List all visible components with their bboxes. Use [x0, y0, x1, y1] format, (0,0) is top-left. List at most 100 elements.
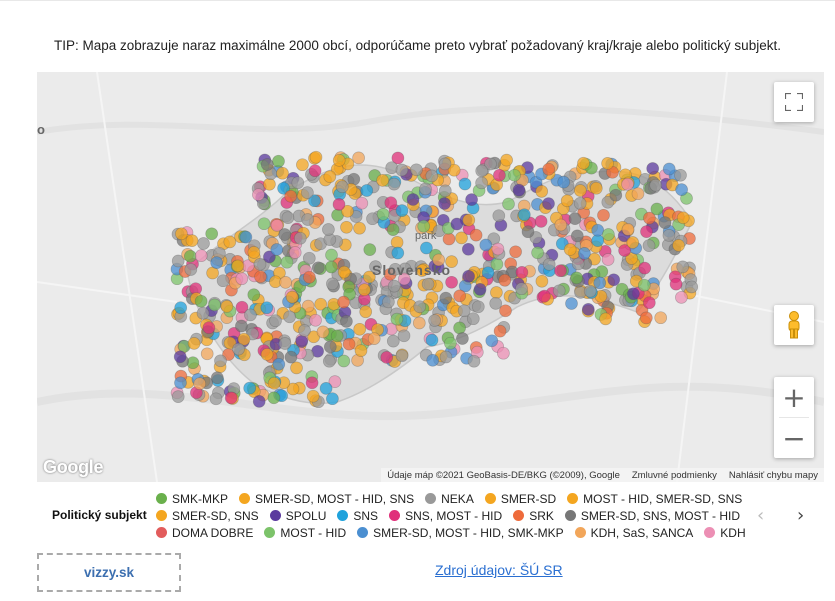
municipality-marker[interactable]: [174, 376, 187, 390]
legend-item[interactable]: KDH: [704, 526, 746, 540]
municipality-marker[interactable]: [311, 261, 325, 275]
municipality-marker[interactable]: [209, 392, 223, 406]
municipality-marker[interactable]: [485, 334, 499, 348]
municipality-marker[interactable]: [465, 193, 478, 206]
municipality-marker[interactable]: [438, 184, 452, 198]
legend-item[interactable]: NEKA: [425, 492, 474, 506]
municipality-marker[interactable]: [337, 265, 351, 279]
municipality-marker[interactable]: [263, 177, 276, 191]
municipality-marker[interactable]: [210, 256, 224, 269]
municipality-marker[interactable]: [231, 259, 245, 273]
municipality-marker[interactable]: [571, 257, 585, 271]
municipality-marker[interactable]: [415, 264, 429, 277]
municipality-marker[interactable]: [512, 183, 526, 197]
municipality-marker[interactable]: [335, 180, 349, 194]
municipality-marker[interactable]: [278, 228, 292, 241]
municipality-marker[interactable]: [593, 276, 607, 290]
municipality-marker[interactable]: [621, 223, 635, 236]
municipality-marker[interactable]: [658, 216, 672, 229]
municipality-marker[interactable]: [432, 253, 446, 267]
legend-item[interactable]: SMER-SD, MOST - HID, SMK-MKP: [357, 526, 564, 540]
municipality-marker[interactable]: [515, 266, 529, 279]
municipality-marker[interactable]: [387, 177, 401, 191]
municipality-marker[interactable]: [332, 154, 346, 167]
municipality-marker[interactable]: [591, 223, 605, 237]
municipality-marker[interactable]: [276, 166, 289, 180]
municipality-marker[interactable]: [247, 246, 261, 259]
municipality-marker[interactable]: [542, 162, 556, 176]
municipality-marker[interactable]: [295, 335, 309, 348]
municipality-marker[interactable]: [220, 300, 234, 313]
municipality-marker[interactable]: [205, 227, 219, 241]
municipality-marker[interactable]: [301, 213, 315, 226]
municipality-marker[interactable]: [223, 235, 237, 249]
municipality-marker[interactable]: [263, 250, 276, 264]
municipality-marker[interactable]: [277, 181, 290, 195]
municipality-marker[interactable]: [493, 324, 507, 338]
municipality-marker[interactable]: [296, 158, 309, 172]
municipality-marker[interactable]: [254, 270, 267, 284]
municipality-marker[interactable]: [326, 277, 339, 291]
municipality-marker[interactable]: [578, 247, 591, 260]
municipality-marker[interactable]: [171, 390, 185, 403]
municipality-marker[interactable]: [187, 337, 201, 350]
municipality-marker[interactable]: [337, 295, 350, 309]
municipality-marker[interactable]: [301, 186, 314, 199]
legend-item[interactable]: SMER-SD: [484, 492, 556, 506]
municipality-marker[interactable]: [352, 151, 365, 165]
municipality-marker[interactable]: [267, 391, 281, 405]
municipality-marker[interactable]: [363, 243, 377, 256]
municipality-marker[interactable]: [573, 197, 587, 210]
municipality-marker[interactable]: [323, 170, 337, 183]
municipality-marker[interactable]: [491, 242, 505, 256]
municipality-marker[interactable]: [413, 300, 427, 314]
municipality-marker[interactable]: [479, 238, 493, 252]
municipality-marker[interactable]: [538, 289, 551, 303]
municipality-marker[interactable]: [672, 239, 685, 252]
municipality-marker[interactable]: [420, 241, 433, 255]
municipality-marker[interactable]: [428, 314, 441, 327]
municipality-marker[interactable]: [367, 332, 381, 345]
municipality-marker[interactable]: [475, 164, 489, 178]
legend-item[interactable]: MOST - HID, SMER-SD, SNS: [567, 492, 742, 506]
municipality-marker[interactable]: [194, 249, 208, 262]
municipality-marker[interactable]: [601, 195, 615, 209]
municipality-marker[interactable]: [293, 231, 307, 245]
municipality-marker[interactable]: [322, 354, 336, 368]
municipality-marker[interactable]: [194, 294, 208, 308]
municipality-marker[interactable]: [305, 376, 319, 390]
municipality-marker[interactable]: [552, 284, 566, 298]
municipality-marker[interactable]: [281, 211, 295, 224]
municipality-marker[interactable]: [597, 208, 610, 222]
municipality-marker[interactable]: [466, 312, 480, 326]
municipality-marker[interactable]: [325, 260, 338, 274]
municipality-marker[interactable]: [471, 300, 485, 314]
municipality-marker[interactable]: [445, 275, 458, 289]
municipality-marker[interactable]: [419, 182, 432, 196]
municipality-marker[interactable]: [285, 290, 299, 304]
municipality-marker[interactable]: [484, 157, 497, 171]
municipality-marker[interactable]: [319, 382, 333, 395]
municipality-marker[interactable]: [279, 276, 292, 289]
municipality-marker[interactable]: [308, 194, 321, 208]
municipality-marker[interactable]: [607, 273, 621, 287]
municipality-marker[interactable]: [272, 154, 285, 168]
municipality-marker[interactable]: [210, 371, 224, 385]
municipality-marker[interactable]: [397, 272, 411, 286]
municipality-marker[interactable]: [450, 217, 464, 231]
municipality-marker[interactable]: [638, 261, 652, 275]
municipality-marker[interactable]: [260, 301, 274, 315]
municipality-marker[interactable]: [560, 194, 574, 208]
municipality-marker[interactable]: [490, 286, 503, 299]
legend-next-button[interactable]: ›: [797, 505, 805, 526]
municipality-marker[interactable]: [237, 332, 251, 346]
municipality-marker[interactable]: [481, 266, 495, 280]
municipality-marker[interactable]: [395, 204, 409, 217]
municipality-marker[interactable]: [643, 211, 656, 225]
municipality-marker[interactable]: [342, 337, 356, 351]
municipality-marker[interactable]: [426, 353, 440, 367]
legend-item[interactable]: SMK-MKP: [156, 492, 228, 506]
zoom-in-button[interactable]: +: [782, 380, 806, 414]
municipality-marker[interactable]: [323, 340, 337, 354]
municipality-marker[interactable]: [642, 239, 656, 252]
